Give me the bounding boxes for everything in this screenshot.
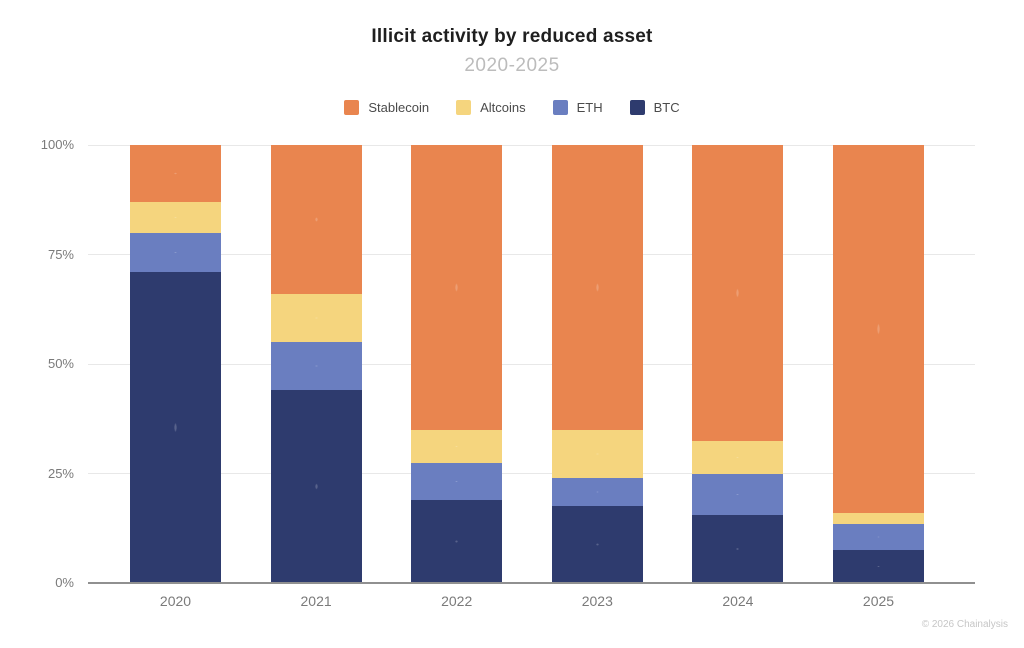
bar-segment-altcoins-2022 bbox=[411, 429, 503, 463]
y-axis-label: 0% bbox=[55, 575, 74, 590]
bar-2025 bbox=[833, 145, 924, 583]
chart-title: Illicit activity by reduced asset bbox=[371, 26, 653, 47]
bar-segment-eth-2020 bbox=[130, 232, 221, 273]
bar-segment-altcoins-2023 bbox=[551, 429, 643, 478]
legend-item-altcoins: Altcoins bbox=[456, 100, 526, 115]
legend-label: Altcoins bbox=[480, 100, 526, 115]
y-axis-label: 100% bbox=[40, 137, 74, 152]
x-axis-label-2022: 2022 bbox=[441, 593, 473, 609]
bar-2021 bbox=[270, 145, 362, 583]
bar-segment-stablecoin-2025 bbox=[833, 145, 924, 513]
gridline-25% bbox=[88, 473, 975, 474]
bar-segment-eth-2023 bbox=[551, 477, 643, 507]
bar-segment-btc-2023 bbox=[551, 506, 643, 583]
legend-swatch-altcoins bbox=[456, 100, 472, 115]
bar-2024 bbox=[692, 145, 784, 583]
legend-label: Stablecoin bbox=[368, 100, 430, 115]
bar-segment-eth-2025 bbox=[833, 523, 924, 551]
bar-segment-altcoins-2024 bbox=[692, 440, 784, 474]
bar-segment-btc-2025 bbox=[833, 550, 924, 583]
x-axis-label-2021: 2021 bbox=[300, 593, 332, 609]
bar-segment-btc-2022 bbox=[411, 499, 503, 583]
x-axis-line bbox=[88, 582, 975, 584]
x-axis-label-2023: 2023 bbox=[581, 593, 613, 609]
bar-segment-btc-2021 bbox=[270, 390, 362, 583]
y-axis-label: 25% bbox=[47, 465, 74, 481]
gridline-100% bbox=[88, 144, 975, 146]
chart-subtitle: 2020-2025 bbox=[464, 55, 560, 76]
bar-segment-eth-2021 bbox=[270, 342, 362, 391]
bar-segment-stablecoin-2021 bbox=[270, 145, 362, 294]
footer-credit: © 2026 Chainalysis bbox=[921, 619, 1008, 630]
gridline-75% bbox=[88, 254, 975, 255]
bar-segment-stablecoin-2023 bbox=[551, 145, 643, 430]
x-axis-label-2025: 2025 bbox=[862, 593, 895, 609]
legend-item-btc: BTC bbox=[629, 100, 680, 115]
legend-swatch-stablecoin bbox=[344, 100, 360, 115]
x-axis-label-2024: 2024 bbox=[722, 593, 754, 609]
bar-segment-altcoins-2020 bbox=[130, 201, 221, 233]
gridline-50% bbox=[88, 363, 975, 365]
legend-item-eth: ETH bbox=[552, 100, 603, 115]
bar-segment-eth-2022 bbox=[411, 462, 503, 500]
bar-2023 bbox=[551, 145, 643, 583]
bar-segment-stablecoin-2022 bbox=[411, 145, 503, 430]
bar-segment-eth-2024 bbox=[692, 473, 784, 516]
x-axis-label-2020: 2020 bbox=[159, 593, 192, 609]
y-axis-label: 50% bbox=[47, 356, 74, 371]
y-axis-label: 75% bbox=[47, 246, 74, 262]
legend-item-stablecoin: Stablecoin bbox=[344, 100, 429, 115]
legend-label: BTC bbox=[653, 100, 680, 115]
bar-segment-btc-2020 bbox=[130, 272, 221, 583]
bar-2020 bbox=[130, 145, 221, 583]
bar-segment-stablecoin-2020 bbox=[130, 145, 221, 202]
legend-swatch-btc bbox=[629, 100, 645, 115]
bar-2022 bbox=[411, 145, 503, 583]
bar-segment-btc-2024 bbox=[692, 515, 784, 583]
legend: Stablecoin Altcoins ETH BTC bbox=[0, 100, 1024, 115]
bar-segment-altcoins-2025 bbox=[833, 512, 924, 524]
legend-label: ETH bbox=[576, 100, 603, 115]
bar-segment-altcoins-2021 bbox=[270, 293, 362, 343]
bar-segment-stablecoin-2024 bbox=[692, 145, 784, 441]
legend-swatch-eth bbox=[552, 100, 568, 115]
